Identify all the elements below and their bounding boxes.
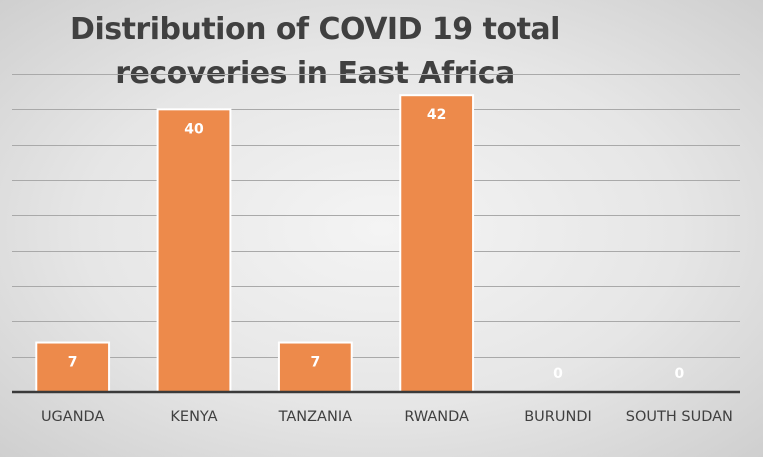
data-label: 42 bbox=[427, 107, 446, 123]
data-label: 40 bbox=[184, 121, 204, 137]
x-tick-label: TANZANIA bbox=[278, 409, 352, 425]
x-tick-label: UGANDA bbox=[41, 409, 105, 425]
data-label: 7 bbox=[68, 355, 78, 371]
bar-rwanda bbox=[399, 94, 475, 393]
data-label: 0 bbox=[674, 366, 684, 382]
chart-title: Distribution of COVID 19 total recoverie… bbox=[0, 8, 630, 96]
data-label: 0 bbox=[553, 366, 563, 382]
bar-uganda bbox=[35, 341, 111, 393]
data-labels: 7 40 7 42 0 0 bbox=[68, 107, 685, 382]
x-tick-label: SOUTH SUDAN bbox=[626, 409, 733, 425]
chart-title-line-1: Distribution of COVID 19 total bbox=[70, 12, 560, 47]
gridlines bbox=[12, 74, 740, 358]
bar-kenya bbox=[156, 108, 232, 393]
data-label: 7 bbox=[310, 355, 320, 371]
x-tick-label: KENYA bbox=[170, 409, 217, 425]
bar-tanzania bbox=[277, 341, 353, 393]
x-tick-labels: UGANDA KENYA TANZANIA RWANDA BURUNDI SOUTH SU… bbox=[41, 409, 733, 425]
bars bbox=[35, 94, 475, 393]
x-tick-label: BURUNDI bbox=[524, 409, 592, 425]
chart-title-line-2: recoveries in East Africa bbox=[115, 56, 515, 91]
x-tick-label: RWANDA bbox=[404, 409, 469, 425]
